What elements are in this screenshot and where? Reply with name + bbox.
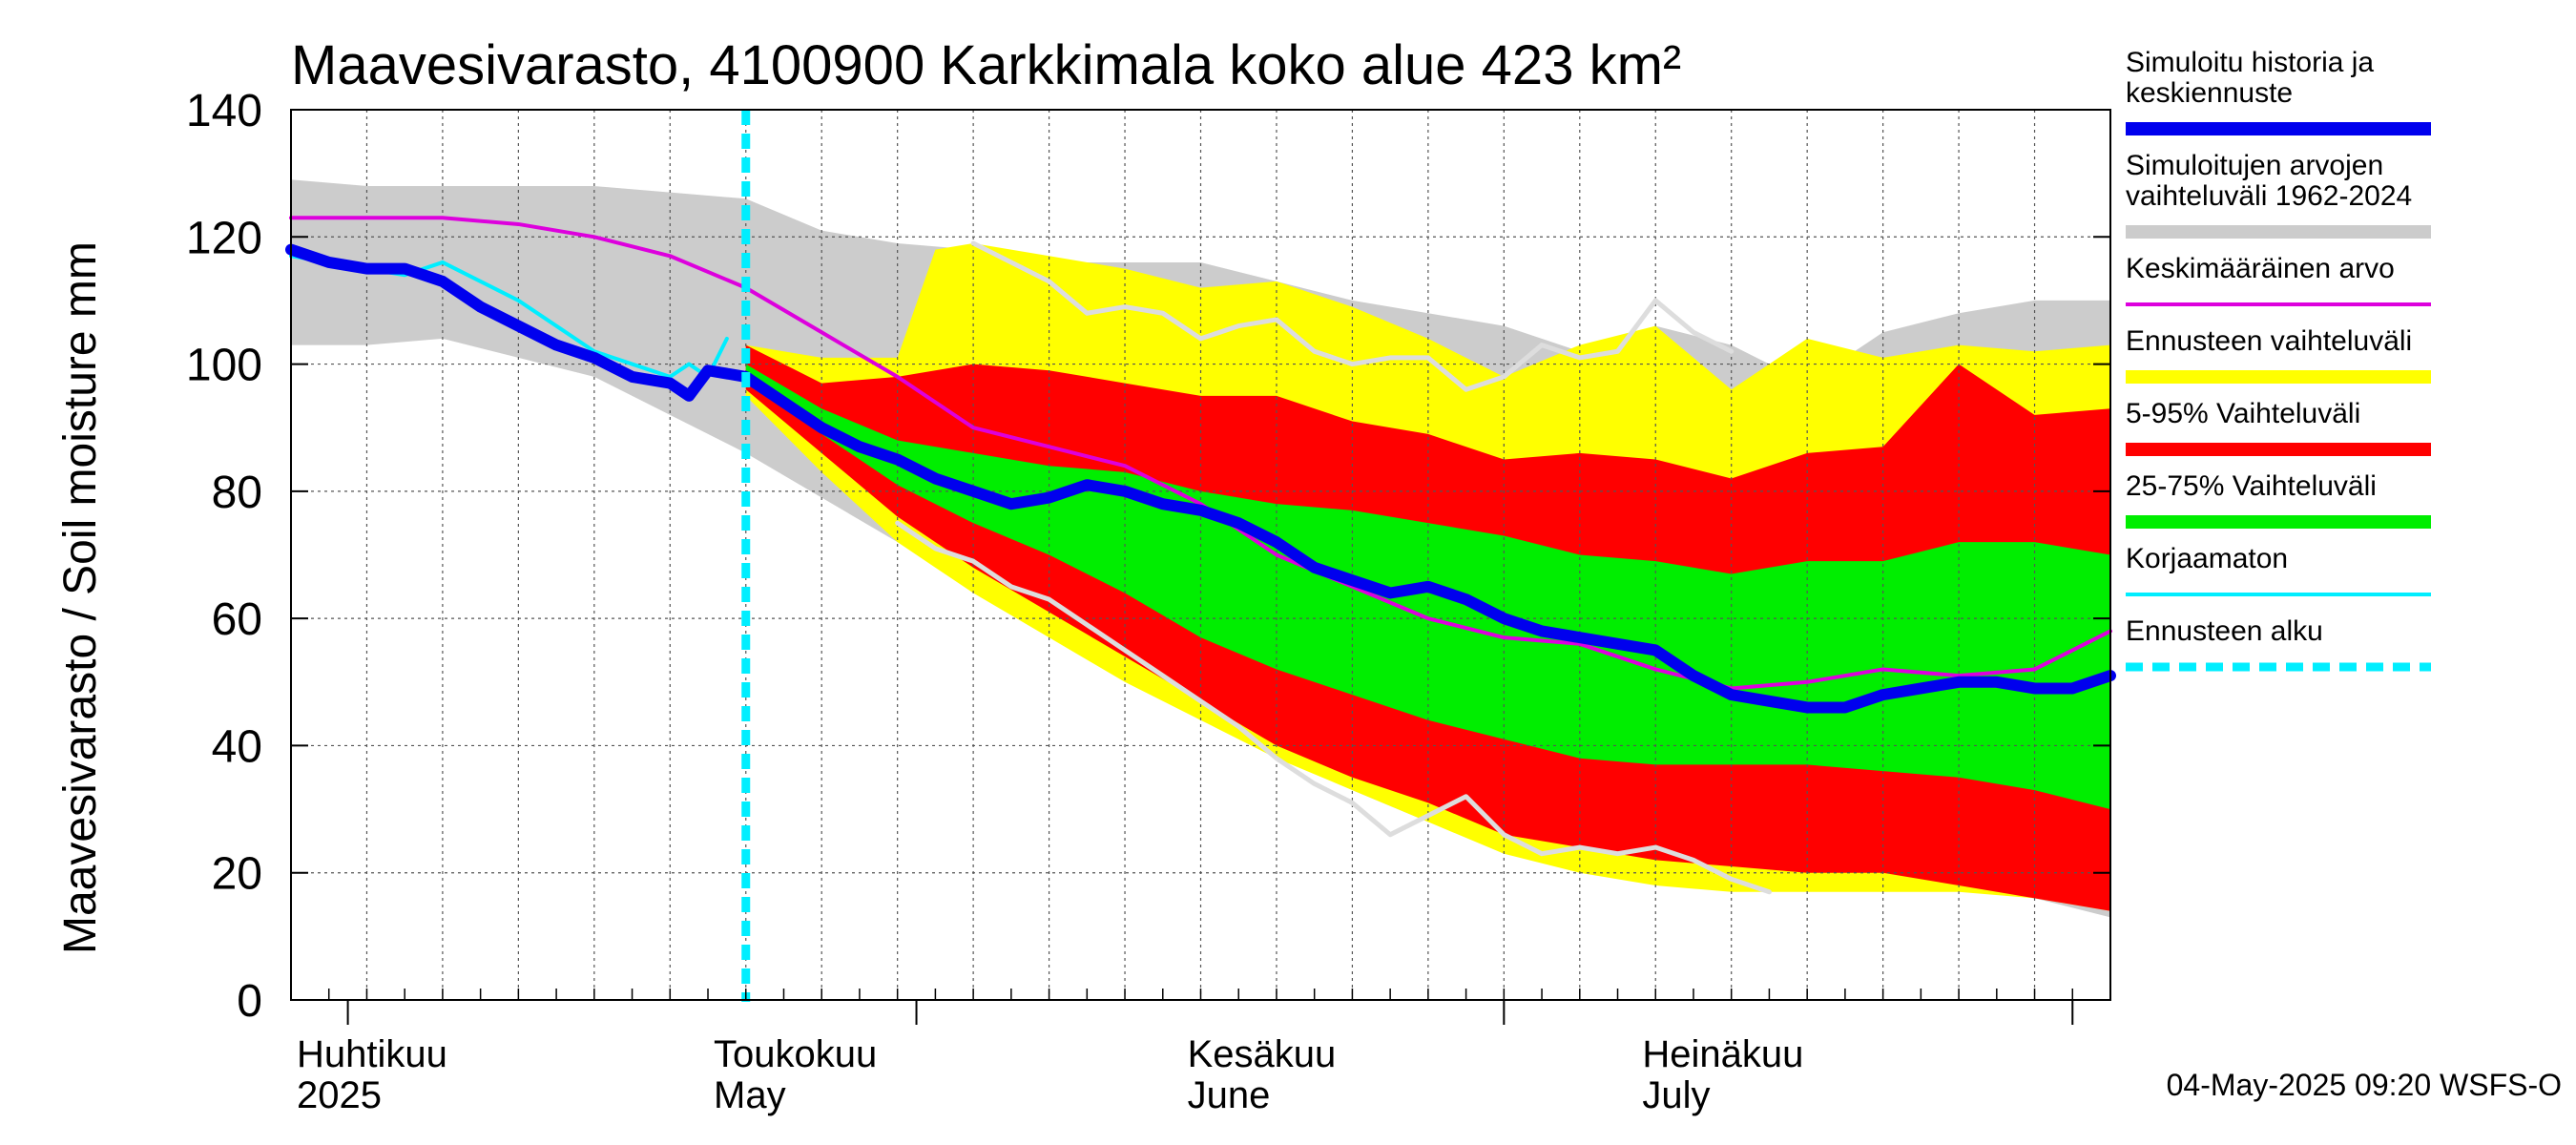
legend-label: keskiennuste <box>2126 77 2293 109</box>
legend-label: Simuloitujen arvojen <box>2126 150 2383 181</box>
series-line-2 <box>289 216 2112 691</box>
x-year-label: 2025 <box>297 1074 382 1116</box>
chart-title: Maavesivarasto, 4100900 Karkkimala koko … <box>291 34 1681 96</box>
y-axis-label: Maavesivarasto / Soil moisture mm <box>55 241 106 954</box>
series-line-0 <box>970 240 1735 392</box>
legend-label: Ennusteen alku <box>2126 615 2323 647</box>
y-tick-label: 140 <box>186 86 262 136</box>
legend-label: 5-95% Vaihteluväli <box>2126 398 2360 429</box>
x-year-label: July <box>1642 1074 1710 1116</box>
y-tick-label: 120 <box>186 213 262 263</box>
series-line-4 <box>285 243 2116 714</box>
y-tick-label: 20 <box>212 849 262 900</box>
x-year-label: May <box>714 1074 786 1116</box>
series-line-3 <box>289 254 729 379</box>
y-tick-label: 80 <box>212 468 262 518</box>
x-month-label: Huhtikuu <box>297 1033 447 1075</box>
x-month-label: Kesäkuu <box>1188 1033 1337 1075</box>
series-line-1 <box>895 520 1772 895</box>
legend-label: Simuloitu historia ja <box>2126 47 2374 78</box>
legend-label: Korjaamaton <box>2126 543 2288 574</box>
timestamp-label: 04-May-2025 09:20 WSFS-O <box>2167 1068 2562 1102</box>
y-tick-label: 0 <box>237 976 262 1027</box>
legend-label: vaihteluväli 1962-2024 <box>2126 180 2412 212</box>
legend-label: 25-75% Vaihteluväli <box>2126 470 2377 502</box>
legend-label: Ennusteen vaihteluväli <box>2126 325 2412 357</box>
legend-label: Keskimääräinen arvo <box>2126 253 2395 284</box>
x-year-label: June <box>1188 1074 1271 1116</box>
y-tick-label: 60 <box>212 594 262 645</box>
x-month-label: Toukokuu <box>714 1033 877 1075</box>
y-tick-label: 100 <box>186 341 262 391</box>
y-tick-label: 40 <box>212 721 262 772</box>
x-month-label: Heinäkuu <box>1642 1033 1803 1075</box>
